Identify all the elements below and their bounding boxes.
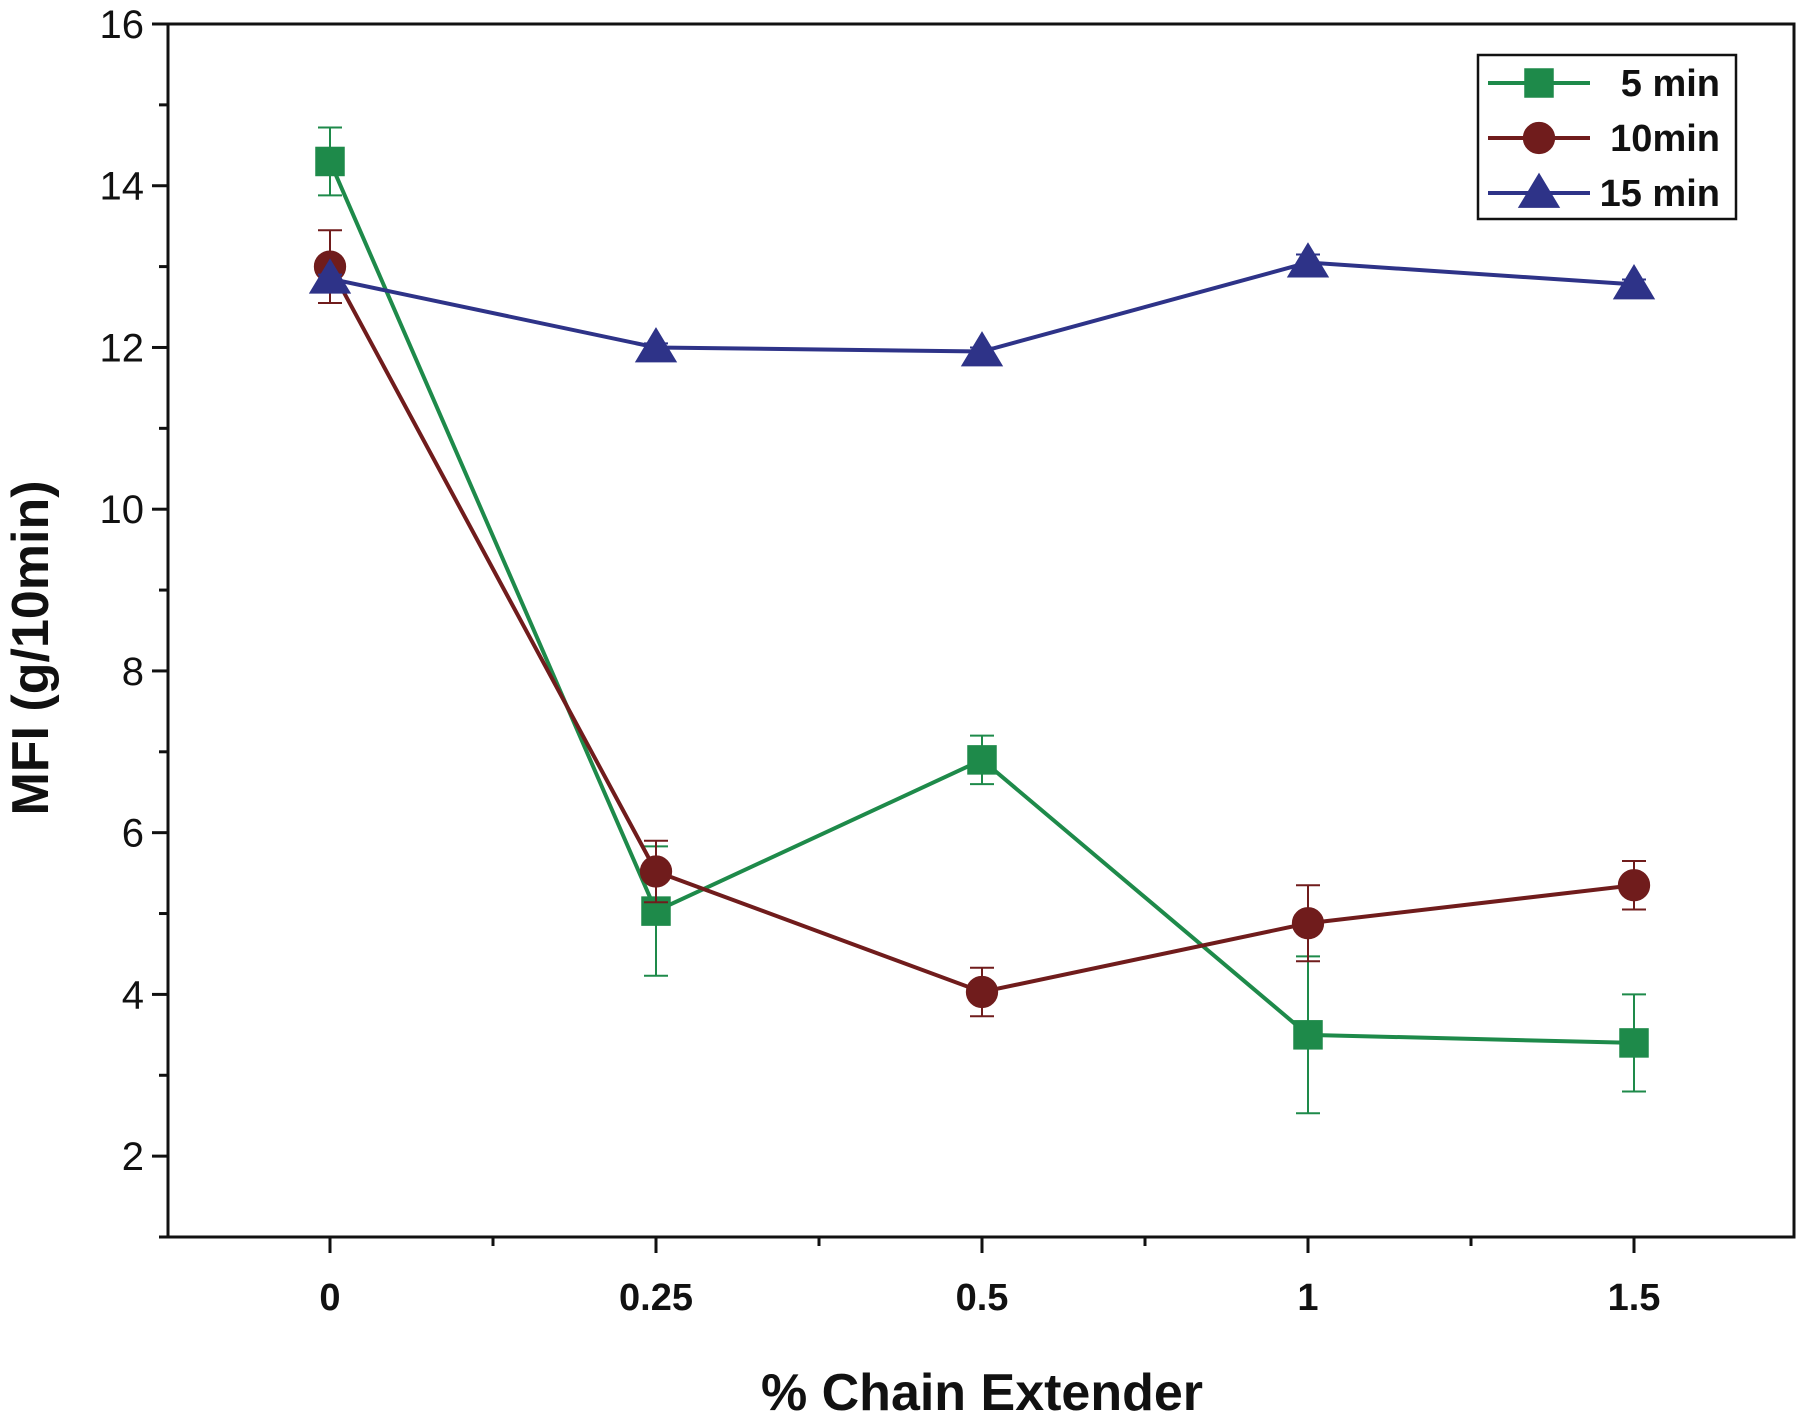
- data-point: [1619, 1028, 1649, 1058]
- data-point: [315, 146, 345, 177]
- y-axis-title: MFI (g/10min): [2, 480, 60, 815]
- y-tick-label: 6: [122, 812, 144, 856]
- x-tick-label: 0.25: [619, 1277, 693, 1319]
- series-line: [328, 160, 1635, 1045]
- y-tick-label: 8: [122, 650, 144, 694]
- series-15-min: [308, 242, 1656, 367]
- data-point: [1293, 1020, 1323, 1050]
- data-point: [308, 258, 352, 294]
- data-point: [1291, 907, 1325, 940]
- y-tick-label: 16: [100, 3, 145, 47]
- x-tick-label: 0: [319, 1277, 340, 1319]
- series-line: [328, 265, 1635, 995]
- data-point: [634, 327, 678, 363]
- legend-marker: [1517, 172, 1561, 208]
- data-point: [960, 331, 1004, 367]
- data-point: [967, 745, 997, 775]
- y-tick-label: 10: [100, 488, 145, 532]
- data-point: [1286, 242, 1330, 278]
- data-point: [639, 855, 673, 888]
- legend-label: 15 min: [1600, 173, 1720, 215]
- legend: 5 min 10min 15 min: [1476, 53, 1738, 221]
- y-axis: 2 4 6 8 10 12 14 16: [100, 3, 168, 1239]
- x-axis: 0 0.25 0.5 1 1.5: [319, 1237, 1660, 1319]
- series-layer: [308, 126, 1656, 1115]
- x-tick-label: 1: [1297, 1277, 1318, 1319]
- y-tick-label: 14: [100, 165, 145, 209]
- legend-label: 5 min: [1621, 63, 1720, 105]
- data-point: [965, 975, 999, 1009]
- series-10min: [313, 229, 1651, 1018]
- y-tick-label: 4: [122, 973, 144, 1017]
- legend-marker: [1522, 121, 1556, 155]
- series-5-min: [315, 126, 1649, 1115]
- y-tick-label: 12: [100, 326, 145, 370]
- legend-label: 10min: [1610, 118, 1720, 160]
- data-point: [1612, 264, 1656, 300]
- x-tick-label: 0.5: [956, 1277, 1009, 1319]
- data-point: [1617, 869, 1651, 902]
- legend-marker: [1524, 68, 1554, 98]
- y-tick-label: 2: [122, 1135, 144, 1179]
- x-axis-title: % Chain Extender: [761, 1364, 1203, 1417]
- x-tick-label: 1.5: [1608, 1277, 1661, 1319]
